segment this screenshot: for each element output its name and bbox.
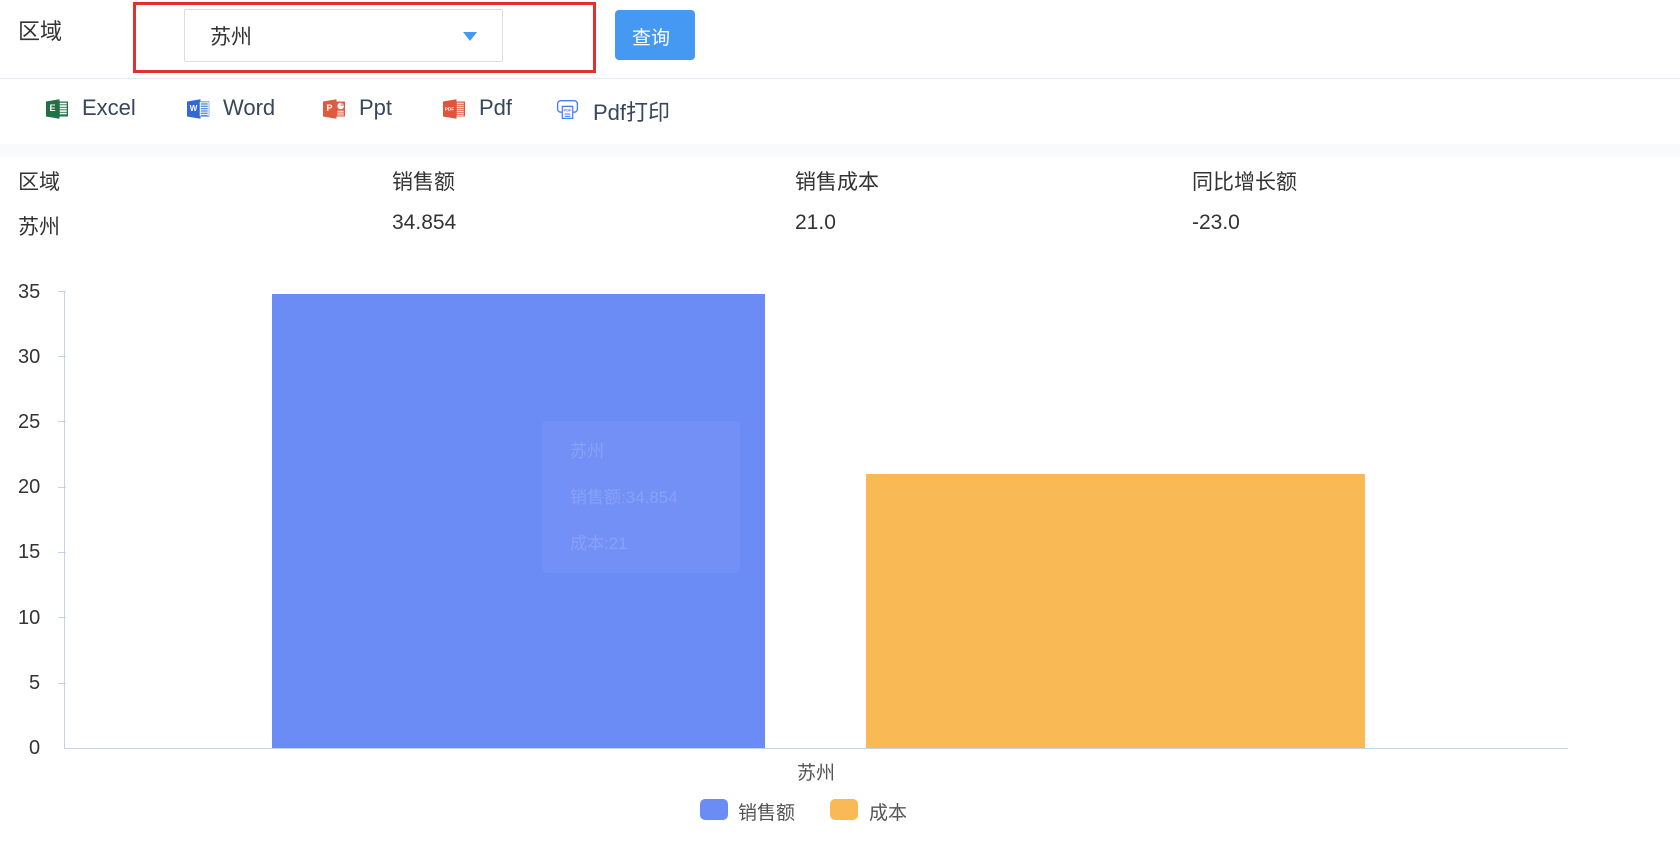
svg-text:E: E <box>49 103 55 113</box>
svg-text:W: W <box>190 104 198 113</box>
svg-text:P: P <box>326 103 332 113</box>
svg-text:PDF: PDF <box>564 107 572 112</box>
svg-text:PDF: PDF <box>445 107 455 113</box>
